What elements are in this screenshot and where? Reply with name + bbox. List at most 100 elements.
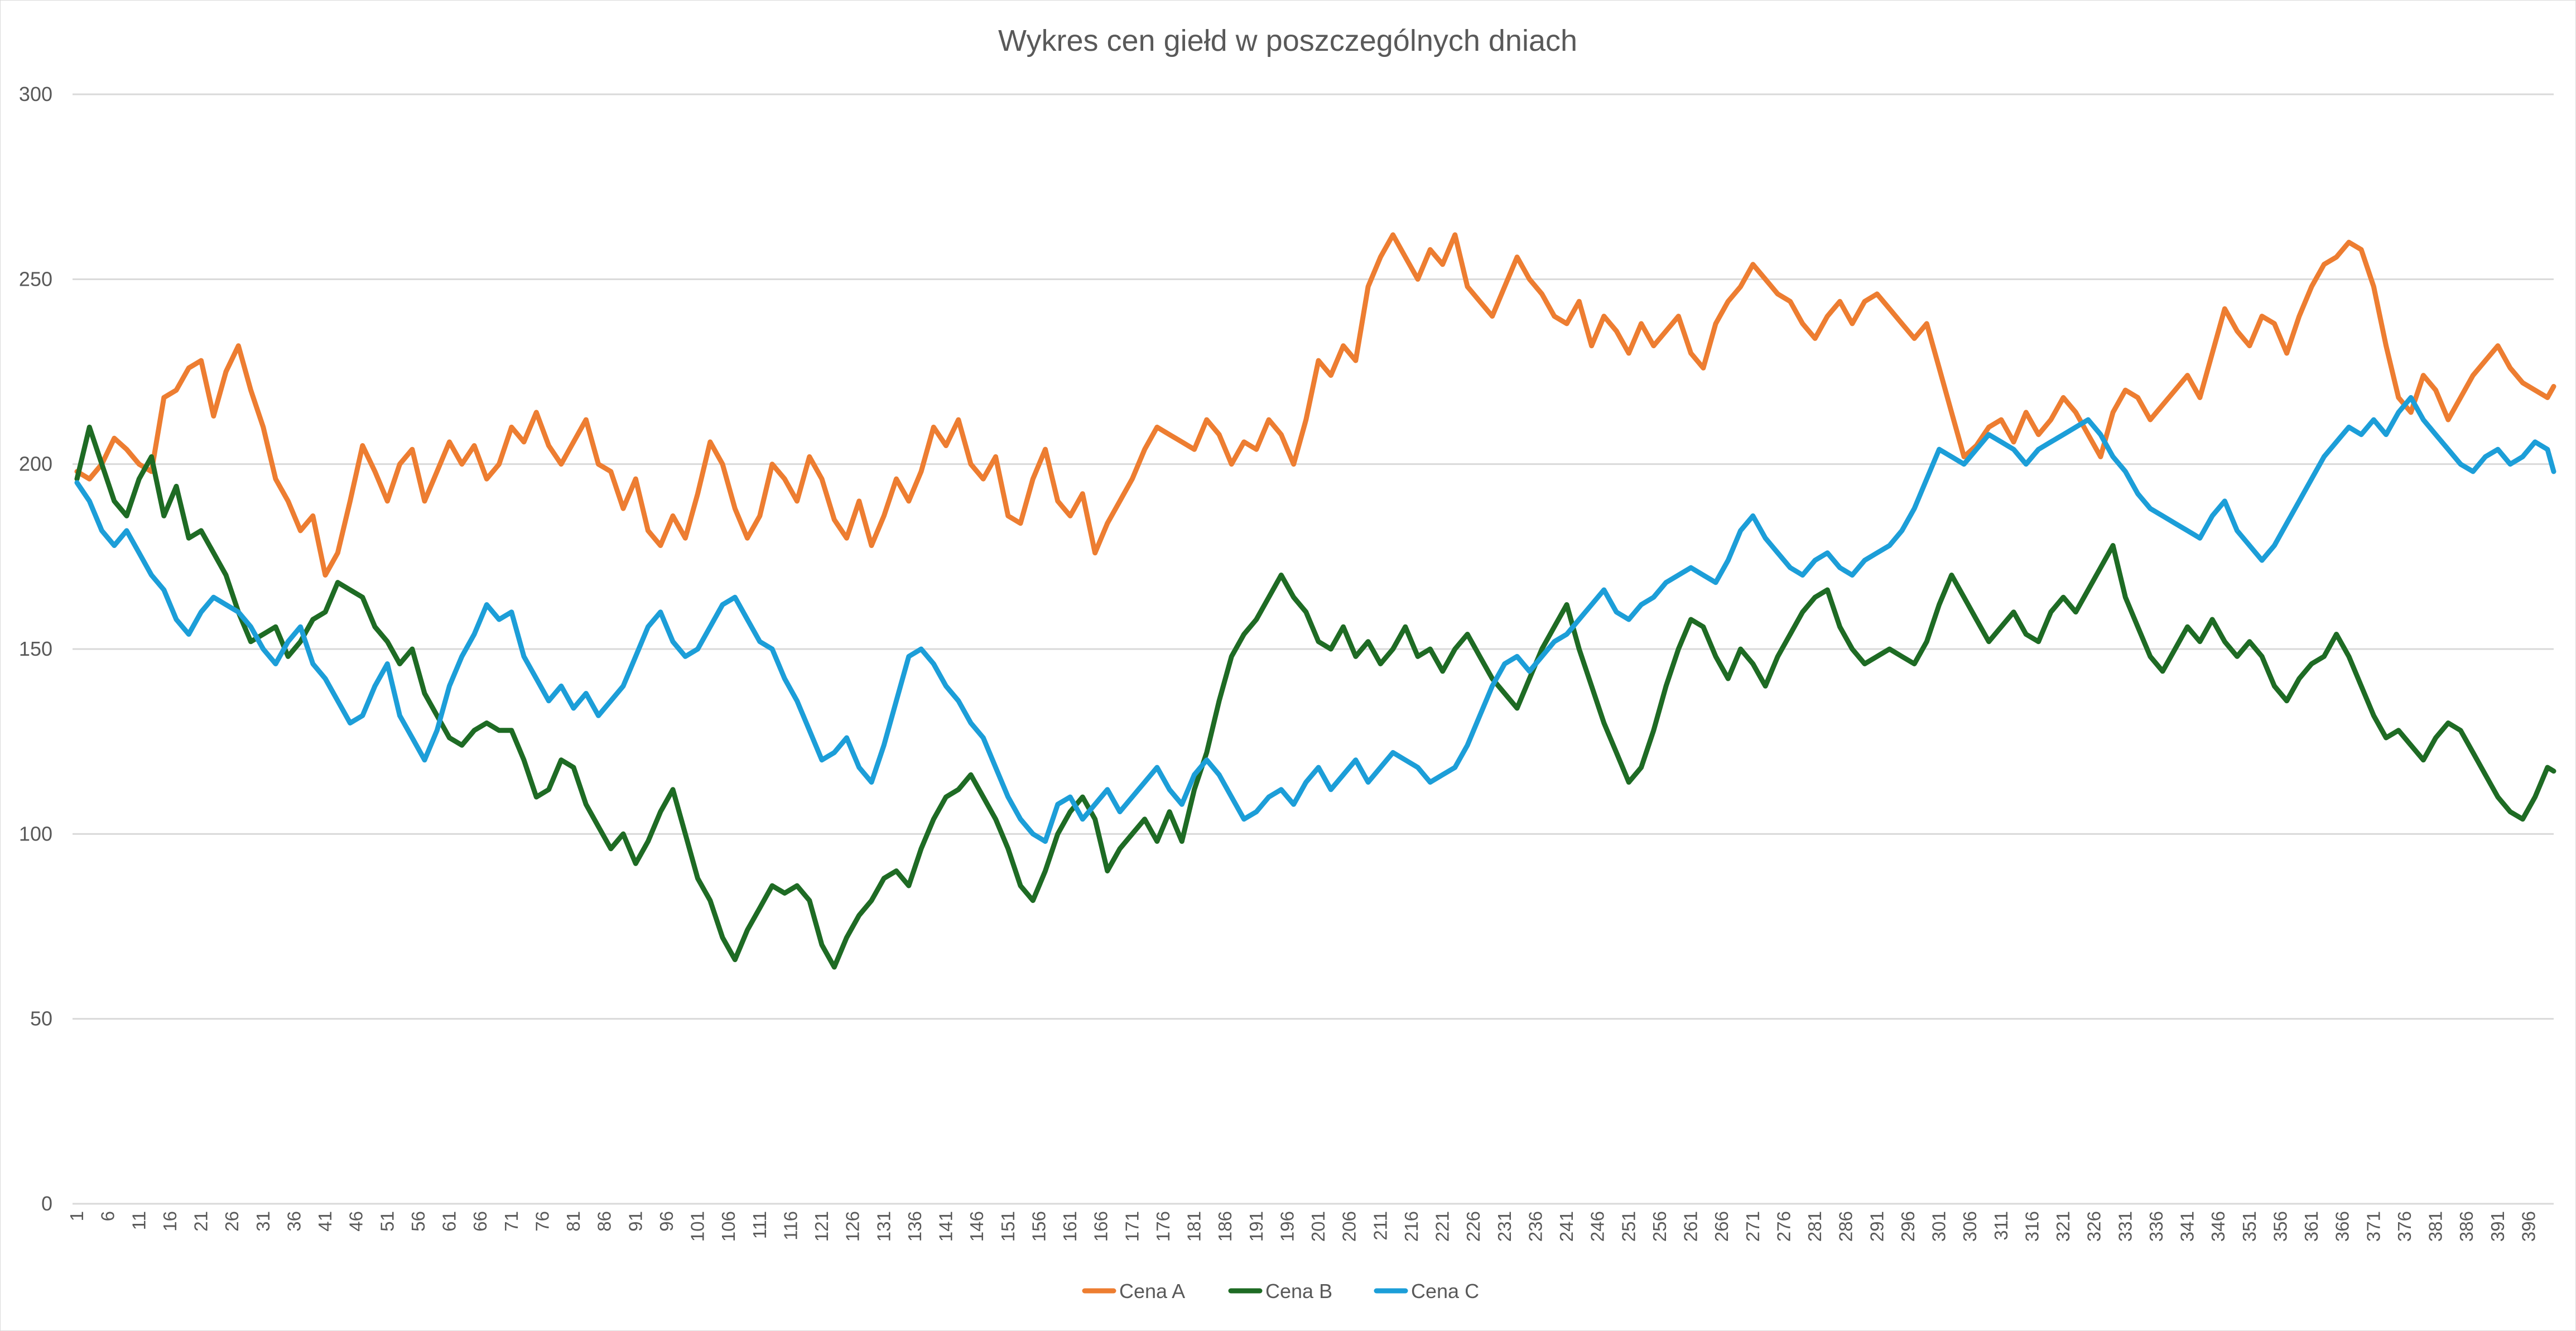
x-tick-label: 121 — [811, 1211, 832, 1242]
legend: Cena A Cena B Cena C — [1082, 1280, 1479, 1303]
legend-label-cena-c: Cena C — [1411, 1280, 1479, 1303]
x-tick-label: 221 — [1432, 1211, 1453, 1242]
x-tick-label: 16 — [160, 1211, 180, 1232]
x-tick-label: 186 — [1215, 1211, 1235, 1242]
x-tick-label: 156 — [1028, 1211, 1049, 1242]
x-tick-label: 331 — [2115, 1211, 2135, 1242]
x-tick-label: 86 — [594, 1211, 615, 1232]
x-tick-label: 296 — [1898, 1211, 1918, 1242]
x-tick-label: 361 — [2301, 1211, 2322, 1242]
x-tick-label: 396 — [2518, 1211, 2539, 1242]
x-tick-label: 21 — [191, 1211, 211, 1232]
x-tick-label: 61 — [439, 1211, 460, 1232]
x-tick-label: 256 — [1649, 1211, 1670, 1242]
x-tick-label: 126 — [842, 1211, 863, 1242]
x-tick-label: 106 — [718, 1211, 739, 1242]
x-tick-label: 196 — [1277, 1211, 1297, 1242]
x-tick-label: 66 — [470, 1211, 490, 1232]
x-tick-label: 371 — [2363, 1211, 2384, 1242]
x-tick-label: 31 — [253, 1211, 273, 1232]
x-tick-label: 81 — [563, 1211, 584, 1232]
y-tick-label: 250 — [19, 267, 52, 290]
x-tick-label: 206 — [1339, 1211, 1360, 1242]
x-tick-label: 391 — [2487, 1211, 2508, 1242]
x-tick-label: 351 — [2239, 1211, 2260, 1242]
x-tick-label: 41 — [315, 1211, 335, 1232]
x-tick-label: 151 — [998, 1211, 1018, 1242]
x-tick-label: 51 — [377, 1211, 397, 1232]
x-tick-label: 1 — [66, 1211, 87, 1221]
x-tick-label: 111 — [749, 1211, 770, 1239]
x-tick-label: 341 — [2177, 1211, 2198, 1242]
x-tick-label: 356 — [2270, 1211, 2290, 1242]
x-tick-label: 316 — [2021, 1211, 2042, 1242]
x-tick-label: 366 — [2332, 1211, 2353, 1242]
x-tick-label: 201 — [1308, 1211, 1328, 1242]
x-tick-label: 91 — [625, 1211, 646, 1232]
y-tick-label: 50 — [30, 1007, 52, 1030]
x-tick-label: 211 — [1370, 1211, 1390, 1241]
x-tick-label: 266 — [1711, 1211, 1732, 1242]
x-tick-label: 161 — [1060, 1211, 1080, 1242]
x-tick-label: 321 — [2053, 1211, 2073, 1242]
x-tick-label: 36 — [283, 1211, 304, 1232]
x-tick-label: 271 — [1742, 1211, 1763, 1242]
y-tick-label: 100 — [19, 822, 52, 845]
x-tick-label: 346 — [2208, 1211, 2228, 1242]
y-axis-tick-labels: 0 50 100 150 200 250 300 — [19, 83, 52, 1215]
x-tick-label: 181 — [1184, 1211, 1205, 1242]
y-tick-label: 150 — [19, 637, 52, 660]
x-tick-label: 96 — [656, 1211, 677, 1232]
x-tick-label: 71 — [501, 1211, 522, 1232]
legend-label-cena-a: Cena A — [1119, 1280, 1185, 1303]
x-tick-label: 176 — [1153, 1211, 1173, 1242]
x-tick-label: 101 — [687, 1211, 708, 1242]
x-tick-label: 56 — [408, 1211, 428, 1232]
x-axis-tick-labels: 1 6 11 16 21 26 31 36 41 46 51 56 61 66 71 76 81 86 91 96 10… — [66, 1211, 2539, 1242]
y-tick-label: 200 — [19, 453, 52, 475]
x-tick-label: 231 — [1494, 1211, 1515, 1242]
x-tick-label: 326 — [2084, 1211, 2105, 1242]
x-tick-label: 281 — [1804, 1211, 1825, 1242]
x-tick-label: 301 — [1929, 1211, 1949, 1242]
x-tick-label: 166 — [1091, 1211, 1111, 1242]
x-tick-label: 216 — [1401, 1211, 1422, 1242]
gridlines — [73, 93, 2554, 1205]
x-tick-label: 141 — [936, 1211, 956, 1242]
x-tick-label: 116 — [780, 1211, 801, 1241]
x-tick-label: 76 — [532, 1211, 552, 1232]
x-tick-label: 246 — [1587, 1211, 1608, 1242]
x-tick-label: 131 — [873, 1211, 894, 1242]
series-line-cena-c — [74, 395, 2556, 844]
x-tick-label: 286 — [1836, 1211, 1856, 1242]
series-line-cena-b — [74, 424, 2556, 970]
chart-title: Wykres cen giełd w poszczególnych dniach — [998, 24, 1577, 57]
series-lines — [74, 232, 2556, 970]
x-tick-label: 26 — [222, 1211, 242, 1232]
y-tick-label: 300 — [19, 83, 52, 105]
series-line-cena-a — [74, 232, 2556, 578]
x-tick-label: 136 — [904, 1211, 925, 1242]
x-tick-label: 381 — [2425, 1211, 2446, 1242]
x-tick-label: 46 — [346, 1211, 367, 1232]
x-tick-label: 311 — [1991, 1211, 2011, 1241]
x-tick-label: 171 — [1121, 1211, 1142, 1242]
x-tick-label: 261 — [1681, 1211, 1701, 1242]
x-tick-label: 276 — [1773, 1211, 1794, 1242]
x-tick-label: 191 — [1246, 1211, 1267, 1242]
x-tick-label: 11 — [128, 1211, 149, 1230]
x-tick-label: 386 — [2456, 1211, 2477, 1242]
x-tick-label: 376 — [2394, 1211, 2415, 1242]
x-tick-label: 291 — [1866, 1211, 1887, 1242]
x-tick-label: 226 — [1463, 1211, 1484, 1242]
y-tick-label: 0 — [41, 1192, 52, 1215]
x-tick-label: 236 — [1525, 1211, 1545, 1242]
x-tick-label: 306 — [1959, 1211, 1980, 1242]
x-tick-label: 251 — [1618, 1211, 1639, 1242]
legend-label-cena-b: Cena B — [1265, 1280, 1332, 1303]
x-tick-label: 146 — [966, 1211, 987, 1242]
x-tick-label: 241 — [1556, 1211, 1577, 1242]
x-tick-label: 6 — [98, 1211, 118, 1221]
